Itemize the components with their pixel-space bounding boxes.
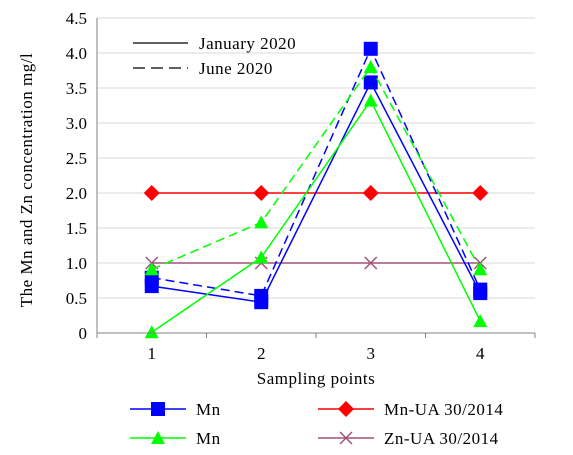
- data-point: [472, 185, 489, 201]
- series-legend-marker: [339, 431, 353, 445]
- data-point: [363, 93, 378, 107]
- y-tick-label: 3.5: [66, 79, 87, 98]
- marker-stroke: [364, 256, 378, 270]
- series-legend-marker: [151, 402, 165, 416]
- data-point: [363, 41, 378, 56]
- data-point: [363, 75, 378, 90]
- series-line: [151, 99, 481, 333]
- gridlines: [97, 17, 535, 299]
- legends: January 2020 June 2020 Mn Mn-UA 30/2014 Mn Zn…: [130, 34, 503, 448]
- y-tick-label: 0: [79, 324, 88, 343]
- data-point: [144, 262, 159, 276]
- x-axis-title: Sampling points: [257, 369, 375, 388]
- line-style-legend-label: January 2020: [199, 34, 296, 53]
- data-point: [362, 185, 379, 201]
- series-legend-marker: [151, 431, 165, 444]
- series-legend-label: Mn: [196, 400, 221, 419]
- series-line: [151, 65, 481, 270]
- data-point: [143, 185, 160, 201]
- series-5: [145, 256, 487, 270]
- y-tick-label: 4.0: [66, 44, 87, 63]
- series-2: [144, 93, 488, 339]
- x-tick-label: 4: [476, 344, 485, 363]
- x-tick-label: 2: [257, 344, 266, 363]
- series-legend-label: Mn-UA 30/2014: [384, 400, 503, 419]
- data-point: [473, 262, 488, 276]
- x-tick-label: 3: [367, 344, 376, 363]
- axes: 0 0.5 1.0 1.5 2.0 2.5 3.0 3.5 4.0 4.5 1 2 3 4: [66, 9, 536, 363]
- y-tick-label: 3.0: [66, 114, 87, 133]
- marker-stroke: [339, 431, 353, 445]
- y-axis-title: The Mn and Zn concentration mg/l: [17, 53, 36, 307]
- y-tick-label: 1.5: [66, 219, 87, 238]
- series-4: [143, 185, 489, 201]
- y-tick-label: 2.5: [66, 149, 87, 168]
- series-group: [143, 41, 489, 339]
- data-point: [254, 288, 269, 303]
- data-point: [254, 250, 269, 264]
- data-point: [144, 325, 159, 339]
- data-point: [364, 256, 378, 270]
- data-point: [473, 282, 488, 297]
- series-legend-marker: [338, 401, 354, 417]
- series-legend-label: Zn-UA 30/2014: [384, 429, 499, 448]
- series-3: [144, 60, 488, 276]
- data-point: [253, 185, 270, 201]
- line-style-legend-label: June 2020: [199, 59, 273, 78]
- x-tick-label: 1: [148, 344, 157, 363]
- series-line: [151, 46, 481, 297]
- data-point: [363, 60, 378, 73]
- y-tick-label: 1.0: [66, 254, 87, 273]
- y-tick-label: 0.5: [66, 289, 87, 308]
- series-legend-label: Mn: [196, 429, 221, 448]
- data-point: [473, 314, 488, 328]
- data-point: [254, 215, 269, 229]
- series-1: [144, 41, 488, 303]
- y-tick-label: 4.5: [66, 9, 87, 28]
- y-tick-label: 2.0: [66, 184, 87, 203]
